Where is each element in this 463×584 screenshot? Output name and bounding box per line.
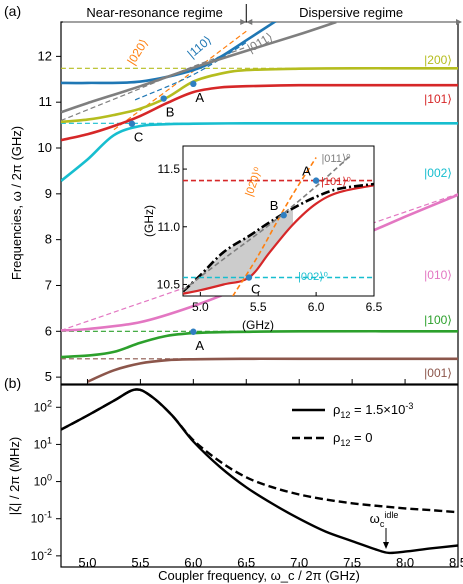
panel-a-ylabel: Frequencies, ω / 2π (GHz) (9, 126, 24, 280)
regime-label: Near-resonance regime (86, 5, 223, 20)
y-tick-label: 10-1 (31, 510, 52, 526)
y-tick-label: 102 (34, 398, 52, 414)
guide-line (113, 30, 247, 131)
point-marker (128, 120, 136, 127)
series-line (61, 83, 458, 142)
state-label: |110⟩ (185, 33, 215, 61)
inset-ylabel: (GHz) (142, 205, 156, 237)
state-label: |200⟩ (424, 53, 452, 67)
series-line (86, 357, 458, 383)
inset-marker (312, 177, 320, 184)
panel-a-ticks: 5 6 7 8 9 10 11 12 (38, 48, 459, 384)
inset-state-label: |011⟩⁰ (321, 153, 351, 165)
y-tick-label: 11 (39, 94, 53, 109)
x-tick-label: 6.5 (237, 555, 255, 570)
point-label: B (166, 105, 175, 120)
panel-a-label: (a) (4, 3, 21, 19)
y-tick-label: 101 (34, 435, 52, 451)
inset-marker-label: A (302, 164, 311, 179)
regime-label: Dispersive regime (299, 5, 403, 20)
point-marker (190, 328, 197, 335)
series-line (61, 388, 458, 514)
panel-b-frame (60, 384, 459, 568)
point-label: A (195, 338, 204, 353)
state-label: |020⟩ (124, 36, 151, 67)
y-tick-label: 100 (34, 473, 52, 489)
state-label: |010⟩ (424, 268, 452, 282)
panel-b-label: (b) (4, 375, 21, 391)
y-tick-label: 6 (45, 323, 52, 338)
regime-annotations: Near-resonance regime Dispersive regime (63, 4, 462, 25)
series-line (61, 329, 458, 359)
state-label: |101⟩ (424, 92, 452, 106)
series-line (61, 22, 277, 85)
point-label: A (195, 90, 204, 105)
inset-marker-label: C (251, 282, 260, 297)
state-label: |011⟩ (245, 30, 275, 56)
point-label: C (134, 130, 143, 145)
arrow-head (246, 19, 253, 25)
legend: ρ12 = 1.5×10-3 ρ12 = 0 (292, 401, 413, 448)
inset-state-label: |101⟩⁰ (321, 176, 352, 188)
panel-b-xlabel: Coupler frequency, ω_c / 2π (GHz) (158, 568, 360, 583)
panel-b-lines (61, 388, 458, 555)
inset-y-tick-label: 11.5 (158, 162, 181, 176)
inset-x-tick-label: 6.5 (366, 300, 383, 314)
legend-entry: ρ12 = 1.5×10-3 (333, 401, 413, 420)
y-tick-label: 10 (38, 140, 52, 155)
point-marker (190, 80, 197, 88)
x-tick-label: 8.0 (396, 555, 414, 570)
inset-xlabel: (GHz) (242, 318, 274, 332)
x-tick-label: 8.5 (449, 555, 463, 570)
y-tick-label: 9 (45, 186, 52, 201)
inset-x-tick-label: 5.5 (250, 300, 267, 314)
inset-x-tick-label: 5.0 (192, 300, 209, 314)
x-tick-label: 5.0 (78, 555, 96, 570)
inset-line (183, 184, 374, 295)
inset-marker (245, 274, 253, 281)
inset-x-tick-label: 6.0 (308, 300, 325, 314)
idle-annotation: ωcidle (370, 510, 399, 529)
x-tick-label: 6.0 (184, 555, 202, 570)
x-tick-label: 7.0 (290, 555, 308, 570)
arrow-head (383, 542, 390, 549)
series-line (61, 66, 458, 124)
x-tick-label: 5.5 (131, 555, 149, 570)
inset-plot: ABC|020⟩⁰|011⟩⁰|101⟩⁰|002⟩⁰ (183, 153, 374, 297)
inset-y-tick-label: 11.0 (158, 220, 181, 234)
inset-state-label: |002⟩⁰ (298, 271, 329, 283)
series-line (61, 121, 458, 183)
shaded-region (183, 208, 293, 294)
series-line (61, 388, 458, 555)
arrow-head (456, 19, 462, 25)
y-tick-label: 5 (45, 369, 52, 384)
series-line (61, 22, 337, 114)
state-label: |001⟩ (424, 366, 452, 380)
y-tick-label: 10-2 (31, 547, 52, 563)
y-tick-label: 12 (38, 48, 52, 63)
inset-y-tick-label: 10.5 (157, 277, 181, 291)
point-marker (160, 95, 167, 102)
panel-b-ticks: 10-2 10-1 100 101 102 5.0 5.5 6.0 6.5 7.0 7.5 8.0 8.… (31, 398, 463, 570)
inset-line (183, 154, 352, 291)
inset-marker (280, 212, 287, 219)
y-tick-label: 8 (45, 232, 52, 247)
y-tick-label: 7 (45, 277, 52, 292)
x-tick-label: 7.5 (343, 555, 361, 570)
inset-ticks: 5.0 5.5 6.0 6.5 10.5 11.0 11.5 (157, 162, 383, 314)
legend-entry: ρ12 = 0 (333, 430, 372, 448)
inset-line (232, 157, 317, 296)
state-label: |100⟩ (424, 313, 452, 327)
state-label: |002⟩ (424, 166, 452, 180)
arrow-head (240, 19, 247, 25)
panel-b-ylabel: |ζ| / 2π (MHz) (7, 437, 22, 516)
inset-marker-label: B (270, 198, 279, 213)
